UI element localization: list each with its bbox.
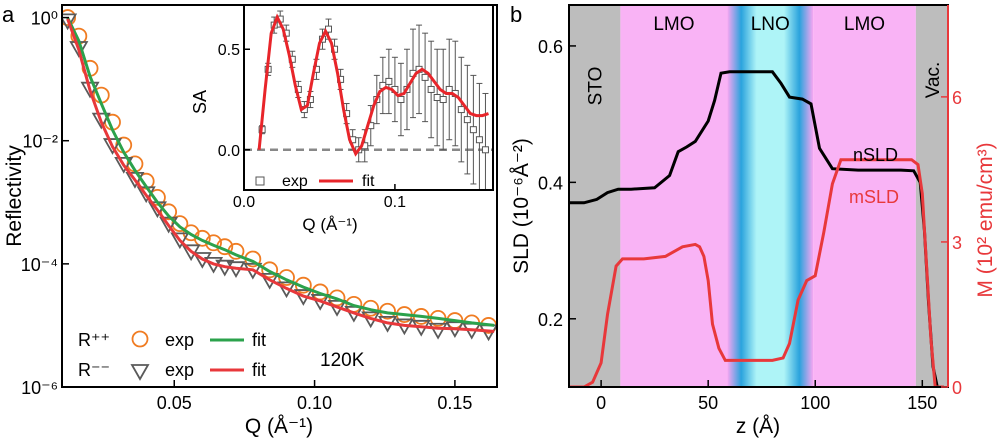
inset-exp-point [445,85,453,93]
y-tick-label: 10⁻² [22,132,58,152]
inset-x-tick-label: 0.0 [233,194,255,211]
rpp-exp-point [261,261,279,279]
inset-legend-exp-marker [255,176,265,186]
right-y-tick-label: 3 [952,233,962,253]
right-y-tick-label: 6 [952,88,962,108]
inset-y-ticks: 0.0 0.5 [218,42,250,160]
inset-exp-point [469,126,477,134]
inset-legend-exp-label: exp [282,173,308,190]
inset-exp-point [481,146,489,154]
inset-exp-point [385,77,393,85]
inset-fit-line [257,13,489,157]
region-label: STO [586,67,607,106]
rmm-exp-point [170,232,190,250]
legend-rpp-label: R⁺⁺ [78,330,110,350]
rpp-exp-point [149,189,166,206]
inset-legend: exp fit [255,173,375,190]
panel-b-x-label: z (Å) [736,415,780,438]
inset-x-tick-label: 0.1 [384,194,406,211]
inset-x-label: Q (Å⁻¹) [302,215,357,234]
region-sto-band [569,5,621,387]
layer-regions: STO LMO LNO LMO Vac. [569,5,948,387]
panel-a-legend: R⁺⁺ exp fit R⁻⁻ exp fit [78,330,266,381]
inset-exp-point [397,96,405,104]
inset-y-tick-label: 0.5 [218,42,240,59]
region-label: LMO [844,14,885,35]
inset-data [244,10,493,190]
legend-rpp-exp-label: exp [165,330,194,350]
panel-b-right-y-ticks: 0 3 6 [941,88,962,398]
y-tick-label: 10⁰ [31,9,58,29]
inset-exp-point [433,94,441,101]
msld-line [569,158,944,387]
rmm-fit-line [66,18,495,333]
panel-a-x-label: Q (Å⁻¹) [245,415,313,438]
x-tick-label: 150 [907,393,937,413]
x-tick-label: 100 [800,393,830,413]
panel-b-left-y-label: SLD (10⁻⁶Å⁻²) [510,138,533,274]
y-tick-label: 10⁻⁴ [21,255,58,275]
legend-rmm-fit-label: fit [252,360,266,380]
inset-exp-point [475,136,483,144]
legend-rmm-label: R⁻⁻ [78,360,110,380]
x-tick-label: 0.05 [157,393,192,413]
rpp-exp-point [193,229,211,247]
inset-exp-point [439,96,447,104]
panel-a-y-ticks: 10⁰ 10⁻² 10⁻⁴ 10⁻⁶ [21,9,69,398]
rmm-exp-point [62,13,78,31]
inset-exp-point [427,85,435,93]
panel-a-letter: a [2,2,15,27]
rpp-exp-point [62,9,77,26]
panel-b-left-y-ticks: 0.2 0.4 0.6 [538,37,576,330]
panel-b-x-ticks: 0 50 100 150 [596,380,937,413]
legend-rmm-exp-label: exp [165,360,194,380]
panel-a-y-label: Reflectivity [3,145,26,247]
rmm-exp-point [102,138,123,155]
panel-a-x-ticks: 0.05 0.10 0.15 [157,380,472,413]
rpp-exp-point [160,203,178,221]
region-label: LNO [751,14,790,35]
y-tick-label: 10⁻⁶ [21,378,58,398]
panel-a-data [62,9,497,342]
x-tick-label: 0.10 [297,393,332,413]
inset-exp-point [421,73,429,81]
inset-chart: 0.0 0.1 0.0 0.5 Q (Å⁻¹) SA exp fit [190,4,494,234]
inset-exp-point [457,106,465,114]
left-y-tick-label: 0.2 [538,310,563,330]
legend-rpp-fit-label: fit [252,330,266,350]
panel-b-data [569,70,944,387]
panel-b-letter: b [510,2,522,27]
legend-rpp-exp-marker [131,330,149,348]
x-tick-label: 0 [596,393,606,413]
rmm-exp-point [91,112,111,130]
panel-b: STO LMO LNO LMO Vac. 0 50 100 150 0.2 0.4 0.6 0 3 6… [510,2,997,438]
inset-frame [243,4,494,191]
temperature-annotation: 120K [320,350,365,371]
inset-legend-fit-label: fit [362,173,375,190]
left-y-tick-label: 0.6 [538,37,563,57]
nsld-curve-label: nSLD [853,145,898,165]
inset-y-tick-label: 0.0 [218,143,240,160]
rmm-exp-point [114,157,134,174]
region-label: Vac. [923,62,944,99]
legend-rmm-exp-marker [130,364,150,381]
x-tick-label: 50 [698,393,718,413]
left-y-tick-label: 0.4 [538,173,563,193]
nsld-line [569,70,944,387]
panel-b-right-y-label: M (10² emu/cm³) [974,142,997,297]
inset-x-ticks: 0.0 0.1 [233,184,406,211]
inset-exp-point [463,116,471,124]
inset-y-label: SA [190,90,210,114]
region-label: LMO [653,14,694,35]
panel-a: 0.05 0.10 0.15 10⁰ 10⁻² 10⁻⁴ 10⁻⁶ a Q (Å⁻¹) R… [2,2,498,438]
msld-curve-label: mSLD [849,187,899,207]
rpp-fit-line [66,16,495,327]
rmm-exp-point [428,322,448,340]
region-lmo-band [620,5,728,387]
x-tick-label: 0.15 [437,393,472,413]
region-lno-band [727,5,814,387]
right-y-tick-label: 0 [952,378,962,398]
